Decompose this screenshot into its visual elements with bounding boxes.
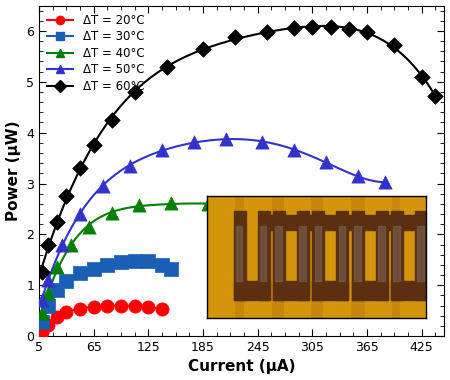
Point <box>104 262 111 268</box>
Point <box>54 314 61 320</box>
Point <box>418 74 425 80</box>
Point <box>304 226 311 232</box>
Point <box>38 310 45 316</box>
Point <box>145 258 152 264</box>
Point <box>99 183 106 189</box>
Point <box>135 202 143 208</box>
Point <box>45 290 52 296</box>
Point <box>291 25 298 32</box>
Point <box>131 89 138 95</box>
Point <box>145 304 152 310</box>
Point <box>38 329 45 335</box>
Point <box>163 63 170 70</box>
Point <box>54 218 61 225</box>
Point <box>263 29 270 35</box>
Point <box>190 139 198 145</box>
Point <box>108 210 116 216</box>
Point <box>167 266 175 272</box>
Point <box>45 302 52 309</box>
Point <box>104 302 111 309</box>
Point <box>167 200 175 206</box>
Point <box>38 269 45 275</box>
Point <box>240 206 248 212</box>
Point <box>327 24 334 30</box>
Point <box>391 42 398 48</box>
Point <box>117 302 125 309</box>
Point <box>45 322 52 328</box>
Point <box>345 27 352 33</box>
Y-axis label: Power (μW): Power (μW) <box>5 120 21 221</box>
Point <box>63 193 70 199</box>
Point <box>131 303 138 309</box>
Point <box>382 179 389 185</box>
Point <box>222 136 230 142</box>
Point <box>199 46 207 52</box>
Point <box>63 309 70 315</box>
Point <box>76 306 84 312</box>
Point <box>277 214 284 220</box>
Point <box>259 139 266 145</box>
Point <box>117 259 125 265</box>
Point <box>45 241 52 247</box>
Point <box>322 159 329 165</box>
Legend: ΔT = 20°C, ΔT = 30°C, ΔT = 40°C, ΔT = 50°C, ΔT = 60°C: ΔT = 20°C, ΔT = 30°C, ΔT = 40°C, ΔT = 50… <box>42 9 149 98</box>
Point <box>54 264 61 271</box>
Point <box>45 277 52 283</box>
Point <box>38 298 45 304</box>
X-axis label: Current (μA): Current (μA) <box>188 359 296 374</box>
Point <box>58 241 65 247</box>
Point <box>291 147 298 154</box>
Point <box>158 262 166 268</box>
Point <box>90 142 97 149</box>
Point <box>354 173 361 179</box>
Point <box>54 287 61 293</box>
Point <box>76 271 84 277</box>
Point <box>63 278 70 284</box>
Point <box>158 306 166 312</box>
Point <box>86 224 93 230</box>
Point <box>126 163 134 169</box>
Point <box>67 241 74 247</box>
Point <box>432 93 439 99</box>
Point <box>231 34 239 40</box>
Point <box>90 304 97 310</box>
Point <box>76 211 84 217</box>
Point <box>364 29 371 35</box>
Point <box>309 24 316 30</box>
Point <box>90 266 97 272</box>
Point <box>204 201 211 207</box>
Point <box>108 117 116 123</box>
Point <box>131 258 138 264</box>
Point <box>158 147 166 154</box>
Point <box>38 319 45 325</box>
Point <box>76 165 84 171</box>
